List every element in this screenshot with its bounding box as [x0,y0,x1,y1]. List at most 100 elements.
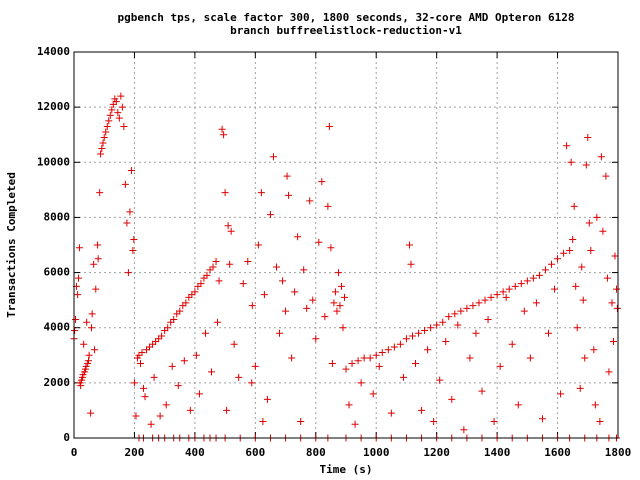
y-tick-label: 2000 [44,376,71,389]
point [538,415,546,423]
point [612,285,620,293]
point [511,282,519,290]
point [611,252,619,260]
point [324,202,332,210]
point [433,321,441,329]
point [582,161,590,169]
point [613,304,621,312]
point [192,351,200,359]
point [103,122,111,130]
point [378,349,386,357]
point [520,307,528,315]
point [579,296,587,304]
point [269,153,277,161]
point [544,329,552,337]
point [294,233,302,241]
point [182,299,190,307]
point [72,315,80,323]
point [541,266,549,274]
point [221,189,229,197]
point [460,426,468,434]
point [493,291,501,299]
point [276,329,284,337]
point [566,247,574,255]
point [463,304,471,312]
point [369,390,377,398]
point [360,354,368,362]
point [94,241,102,249]
point [339,324,347,332]
point [330,299,338,307]
point [569,235,577,243]
point [472,329,480,337]
point [584,133,592,141]
point [593,213,601,221]
point [408,332,416,340]
x-tick-label: 200 [125,446,145,459]
point [505,285,513,293]
point [129,247,137,255]
point [605,368,613,376]
point [557,390,565,398]
point [260,291,268,299]
point [372,351,380,359]
point [312,335,320,343]
point [203,271,211,279]
point [130,379,138,387]
point [591,401,599,409]
point [340,293,348,301]
point [272,263,280,271]
point [227,227,235,235]
point [96,189,104,197]
point [288,354,296,362]
point [158,332,166,340]
point [80,340,88,348]
point [164,324,172,332]
point [502,293,510,301]
point [102,128,110,136]
point [92,285,100,293]
x-tick-label: 0 [71,446,78,459]
y-axis-label: Transactions Completed [5,172,18,318]
point [567,158,575,166]
point [223,406,231,414]
x-tick-label: 1600 [544,446,571,459]
point [180,357,188,365]
point [570,202,578,210]
point [554,255,562,263]
point [85,357,93,365]
x-axis-label: Time (s) [320,463,373,476]
point [331,288,339,296]
point [478,387,486,395]
point [418,406,426,414]
point [590,346,598,354]
point [523,277,531,285]
point [424,346,432,354]
point [454,321,462,329]
point [490,417,498,425]
point [351,420,359,428]
x-tick-label: 1000 [363,446,390,459]
point [399,373,407,381]
point [75,274,83,282]
point [484,315,492,323]
point [306,197,314,205]
y-tick-label: 12000 [37,100,70,113]
point [412,360,420,368]
point [336,302,344,310]
point [85,351,93,359]
point [599,227,607,235]
x-tick-label: 400 [185,446,205,459]
point [345,401,353,409]
point [405,241,413,249]
point [121,180,129,188]
point [487,293,495,301]
point [214,318,222,326]
point [315,238,323,246]
point [603,274,611,282]
point [387,409,395,417]
point [83,318,91,326]
point [318,178,326,186]
point [97,150,105,158]
